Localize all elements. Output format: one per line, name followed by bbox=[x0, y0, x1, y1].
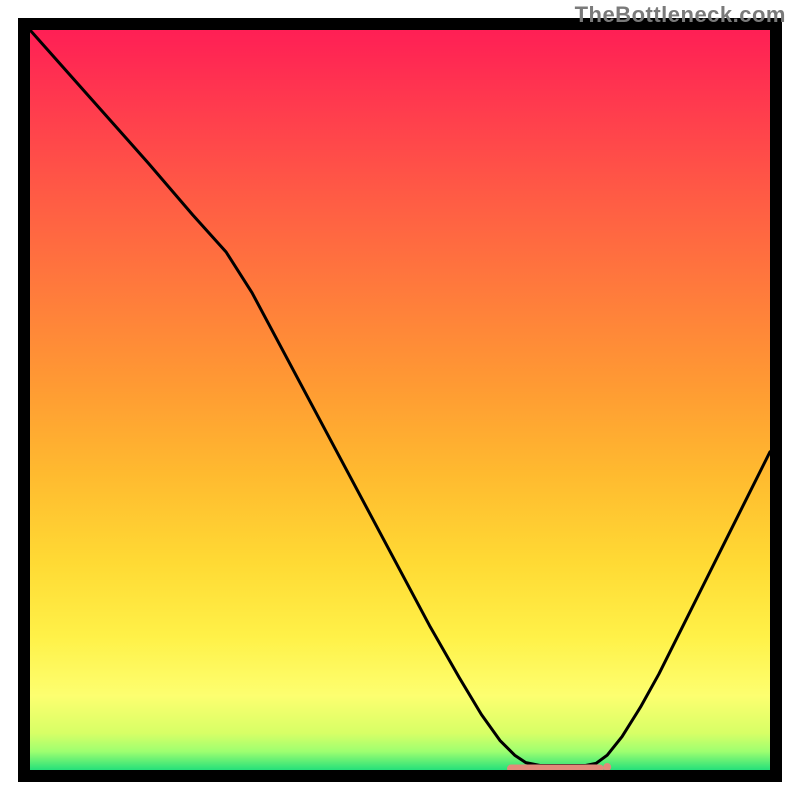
optimal-range-end-dot bbox=[603, 763, 611, 771]
watermark-text: TheBottleneck.com bbox=[575, 2, 786, 28]
plot-background bbox=[30, 30, 770, 770]
bottleneck-chart bbox=[0, 0, 800, 800]
